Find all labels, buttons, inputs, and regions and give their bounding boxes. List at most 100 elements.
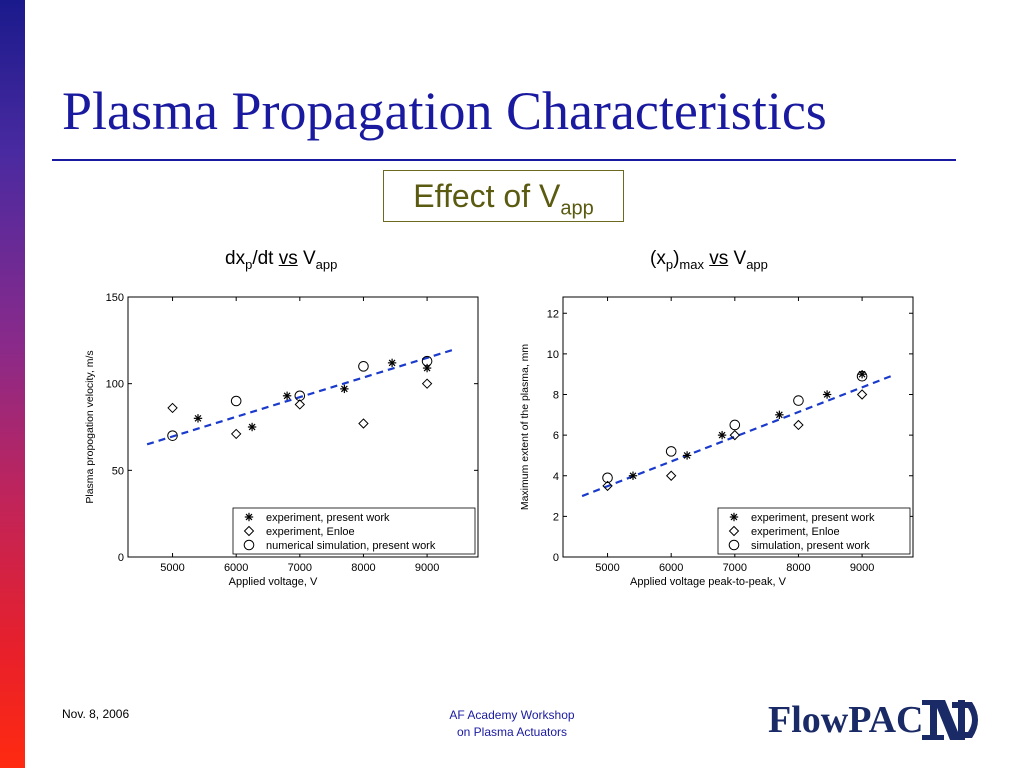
y-tick-label: 0 — [553, 552, 559, 564]
data-point — [167, 430, 178, 441]
y-tick-label: 10 — [547, 349, 559, 361]
x-tick-label: 7000 — [288, 562, 312, 574]
data-point — [358, 361, 369, 372]
data-point — [602, 472, 613, 484]
y-tick-label: 6 — [553, 430, 559, 442]
effect-box-text: Effect of V — [413, 178, 561, 214]
data-point — [628, 471, 638, 480]
y-axis-label: Maximum extent of the plasma, mm — [519, 344, 531, 511]
data-point — [247, 422, 257, 432]
right-title-a: (x — [650, 248, 666, 269]
legend-label: experiment, Enloe — [266, 526, 355, 538]
data-point — [421, 378, 433, 389]
data-point — [665, 470, 677, 481]
data-point — [422, 363, 432, 373]
trend-line — [146, 347, 457, 446]
legend-label: experiment, present work — [266, 512, 390, 524]
y-axis-label: Plasma propogation velocity, m/s — [84, 350, 96, 503]
footer-event-line1: AF Academy Workshop — [449, 708, 575, 722]
footer-date: Nov. 8, 2006 — [62, 707, 130, 721]
left-chart-title: dxp/dt vs Vapp — [225, 248, 337, 272]
data-point — [230, 428, 242, 440]
plot-frame — [562, 296, 914, 558]
data-point — [822, 390, 832, 399]
y-tick-label: 150 — [106, 292, 124, 304]
data-point — [387, 358, 397, 368]
y-tick-label: 100 — [106, 379, 124, 391]
footer-event-line2: on Plasma Actuators — [456, 725, 568, 739]
legend-label: experiment, Enloe — [751, 526, 840, 538]
x-tick-label: 7000 — [723, 562, 747, 574]
legend-marker — [243, 539, 255, 551]
data-point — [775, 410, 784, 420]
x-tick-label: 5000 — [160, 562, 184, 574]
plot-frame — [127, 296, 479, 558]
x-tick-label: 9000 — [850, 562, 874, 574]
gradient-sidebar — [0, 0, 25, 768]
data-point — [682, 451, 692, 460]
legend-marker — [243, 525, 255, 537]
y-tick-label: 2 — [553, 511, 559, 523]
legend-marker — [244, 512, 254, 522]
velocity-chart: 5000 6000 7000 8000 9000 0 50 100 150 Applied vol… — [84, 292, 479, 588]
data-point — [717, 430, 727, 440]
data-point — [856, 389, 868, 400]
logo-text: FlowPAC — [768, 699, 924, 741]
data-point — [793, 395, 804, 406]
y-tick-label: 12 — [547, 308, 559, 320]
data-point — [294, 399, 306, 410]
extent-chart: 5000 6000 7000 8000 9000 0 2 4 6 8 10 12 Applied vol… — [519, 296, 914, 588]
effect-box: Effect of Vapp — [383, 170, 624, 222]
y-tick-label: 0 — [118, 552, 124, 564]
legend-label: simulation, present work — [751, 540, 870, 552]
data-point — [856, 370, 868, 382]
data-point — [729, 429, 741, 441]
x-axis-label: Applied voltage, V — [229, 576, 318, 588]
x-tick-label: 5000 — [595, 562, 619, 574]
right-title-sub-max: max — [679, 256, 704, 272]
right-title-c: V — [728, 248, 747, 269]
nd-monogram-icon — [922, 700, 978, 740]
data-point — [230, 395, 242, 407]
data-point — [793, 419, 804, 431]
x-axis-label: Applied voltage peak-to-peak, V — [630, 576, 787, 588]
right-title-sub2: app — [746, 256, 768, 272]
data-point — [358, 418, 369, 429]
legend-marker — [728, 539, 740, 551]
left-title-vs: vs — [278, 248, 298, 269]
data-point — [193, 414, 203, 423]
legend-box — [232, 507, 476, 555]
flowpac-logo: FlowPAC — [762, 692, 992, 746]
legend-label: numerical simulation, present work — [266, 540, 436, 552]
data-point — [294, 390, 306, 402]
footer-event: AF Academy Workshop on Plasma Actuators — [412, 707, 612, 741]
effect-box-sub: app — [560, 197, 594, 220]
left-title-sub1: p — [245, 256, 253, 272]
x-tick-label: 9000 — [415, 562, 439, 574]
right-chart-title: (xp)max vs Vapp — [650, 248, 768, 272]
title-divider — [52, 159, 956, 161]
data-point — [167, 402, 178, 414]
legend-box — [717, 507, 911, 555]
data-point — [729, 419, 741, 431]
left-title-a: dx — [225, 248, 246, 269]
data-point — [421, 355, 433, 367]
right-title-sub1: p — [665, 256, 674, 272]
slide-title: Plasma Propagation Characteristics — [62, 81, 827, 141]
legend-marker — [728, 525, 740, 537]
right-title-b: ) — [673, 248, 680, 269]
legend-marker — [729, 512, 739, 522]
left-title-sub2: app — [315, 256, 338, 272]
left-title-c: V — [297, 248, 316, 269]
y-tick-label: 4 — [553, 471, 559, 483]
legend-label: experiment, present work — [751, 512, 875, 524]
x-tick-label: 8000 — [786, 562, 810, 574]
data-point — [282, 391, 292, 400]
left-title-b: /dt — [252, 248, 279, 269]
y-tick-label: 50 — [112, 465, 124, 477]
trend-line — [581, 375, 892, 498]
x-tick-label: 6000 — [659, 562, 683, 574]
right-title-vs: vs — [709, 248, 729, 269]
data-point — [602, 480, 613, 492]
y-tick-label: 8 — [553, 390, 559, 402]
